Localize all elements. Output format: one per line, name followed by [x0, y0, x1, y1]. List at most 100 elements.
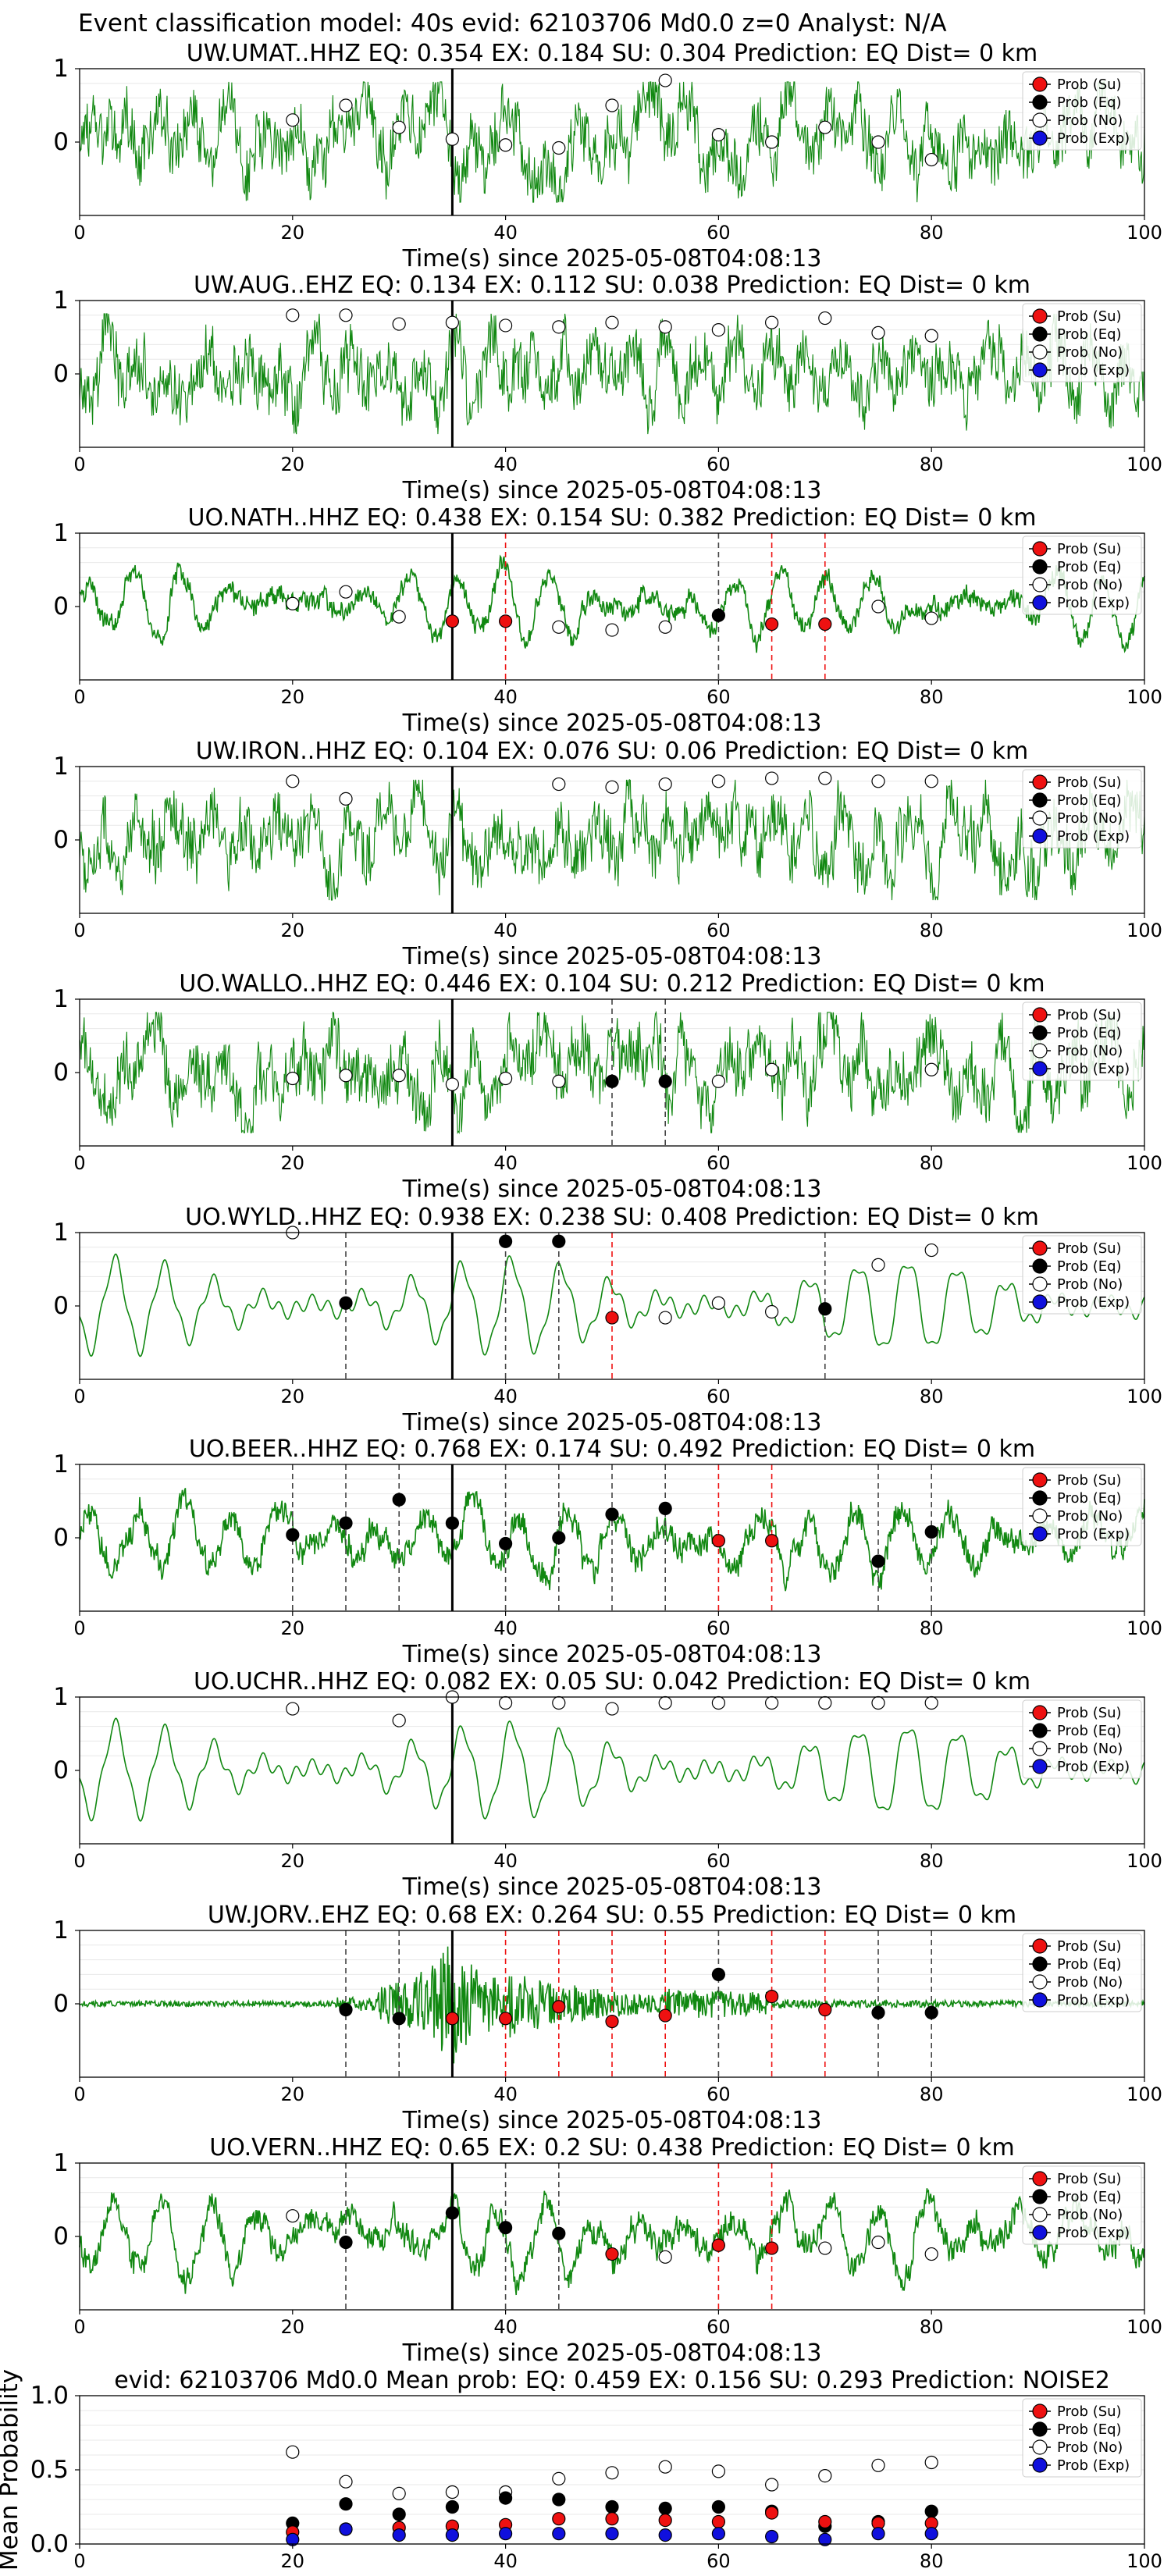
- x-tick-label: 40: [493, 1152, 518, 1174]
- x-tick-label: 0: [73, 1386, 85, 1407]
- prob-point-su: [764, 2241, 779, 2255]
- grid: [80, 83, 1144, 128]
- x-axis-label: Time(s) since 2025-05-08T04:08:13: [402, 1873, 822, 1901]
- x-tick-label: 20: [281, 1850, 305, 1872]
- x-axis-label: Time(s) since 2025-05-08T04:08:13: [402, 943, 822, 970]
- station-panel: UO.WYLD..HHZ EQ: 0.938 EX: 0.238 SU: 0.4…: [53, 1204, 1162, 1436]
- prob-point-no: [445, 132, 460, 146]
- legend-marker-eq: [1032, 1025, 1048, 1041]
- grid: [80, 1711, 1144, 1756]
- prob-point-eq: [552, 2226, 566, 2240]
- prob-point-eq: [445, 1516, 460, 1530]
- mean-point-exp: [552, 2527, 566, 2541]
- legend-marker-no: [1032, 1508, 1048, 1524]
- x-tick-label: 20: [281, 454, 305, 475]
- y-tick-label: 1: [53, 1683, 69, 1711]
- prob-point-no: [871, 1258, 885, 1272]
- legend-label-exp: Prob (Exp): [1057, 1526, 1130, 1542]
- mean-point-eq: [445, 2500, 460, 2514]
- waveform-trace: [79, 313, 1145, 435]
- mean-point-su: [818, 2514, 832, 2529]
- x-axis-label: Time(s) since 2025-05-08T04:08:13: [402, 1641, 822, 1668]
- prob-point-su: [658, 2008, 672, 2023]
- axes-frame: [79, 2162, 1145, 2311]
- legend-frame: [1022, 2398, 1142, 2478]
- legend-marker-exp: [1032, 595, 1048, 610]
- legend-label-exp: Prob (Exp): [1057, 2225, 1130, 2241]
- x-tick-label: 40: [493, 1850, 518, 1872]
- prob-point-no: [871, 1695, 885, 1710]
- x-tick-label: 100: [1127, 222, 1162, 244]
- prob-point-no: [711, 1074, 726, 1088]
- prob-point-no: [764, 1695, 779, 1710]
- panel-title: UO.WYLD..HHZ EQ: 0.938 EX: 0.238 SU: 0.4…: [185, 1204, 1039, 1231]
- legend-marker-exp: [1032, 130, 1048, 146]
- x-tick-label: 100: [1127, 1617, 1162, 1639]
- x-tick-label: 80: [920, 454, 944, 475]
- prob-point-su: [764, 1990, 779, 2004]
- x-axis-label: Time(s) since 2025-05-08T04:08:13: [402, 2339, 822, 2367]
- prob-point-no: [711, 1695, 726, 1710]
- legend-marker-eq: [1032, 94, 1048, 110]
- legend-marker-exp: [1032, 2225, 1048, 2240]
- prob-point-no: [924, 774, 938, 788]
- mean-point-exp: [764, 2529, 779, 2544]
- legend-label-exp: Prob (Exp): [1057, 130, 1130, 147]
- grid: [80, 2177, 1144, 2222]
- legend-label-exp: Prob (Exp): [1057, 362, 1130, 379]
- legend-marker-no: [1032, 2207, 1048, 2222]
- legend-label-su: Prob (Su): [1057, 308, 1122, 325]
- waveform-trace: [79, 554, 1145, 653]
- prob-point-no: [924, 1243, 938, 1258]
- prob-point-eq: [924, 2005, 938, 2019]
- legend-frame: [1022, 2165, 1142, 2245]
- station-panel: UW.AUG..EHZ EQ: 0.134 EX: 0.112 SU: 0.03…: [53, 272, 1162, 504]
- prob-point-no: [498, 1695, 513, 1710]
- mean-point-eq: [392, 2507, 406, 2521]
- legend-marker-eq: [1032, 792, 1048, 808]
- panel-title: UO.BEER..HHZ EQ: 0.768 EX: 0.174 SU: 0.4…: [189, 1436, 1035, 1463]
- prob-point-no: [286, 774, 300, 788]
- legend-marker-eq: [1032, 559, 1048, 575]
- mean-point-no: [392, 2486, 406, 2500]
- mean-point-exp: [658, 2528, 672, 2542]
- prob-point-eq: [552, 1531, 566, 1545]
- prob-point-eq: [871, 2005, 885, 2019]
- mean-point-no: [658, 2460, 672, 2474]
- legend-label-eq: Prob (Eq): [1057, 2189, 1122, 2205]
- prob-point-su: [818, 617, 832, 632]
- legend-marker-no: [1032, 1974, 1048, 1990]
- x-tick-label: 40: [493, 1617, 518, 1639]
- mean-point-eq: [498, 2491, 513, 2505]
- x-tick-label: 0: [73, 686, 85, 708]
- legend-marker-no: [1032, 1741, 1048, 1756]
- legend-label-su: Prob (Su): [1057, 1705, 1122, 1721]
- prob-point-su: [711, 1534, 726, 1548]
- x-tick-label: 40: [493, 920, 518, 941]
- legend-label-su: Prob (Su): [1057, 1007, 1122, 1023]
- panel-title: UW.JORV..EHZ EQ: 0.68 EX: 0.264 SU: 0.55…: [208, 1902, 1016, 1929]
- legend-frame: [1022, 1002, 1142, 1081]
- x-tick-label: 20: [281, 1386, 305, 1407]
- legend-label-su: Prob (Su): [1057, 1472, 1122, 1489]
- mean-point-exp: [924, 2527, 938, 2541]
- prob-point-no: [871, 2235, 885, 2250]
- prob-point-no: [658, 2250, 672, 2264]
- legend-marker-no: [1032, 112, 1048, 128]
- mean-point-no: [818, 2469, 832, 2483]
- x-tick-label: 100: [1127, 2316, 1162, 2338]
- x-axis-label: Time(s) since 2025-05-08T04:08:13: [402, 1409, 822, 1436]
- legend-label-no: Prob (No): [1057, 1741, 1123, 1757]
- y-tick-label: 1: [53, 1219, 69, 1247]
- legend-label-no: Prob (No): [1057, 2439, 1123, 2456]
- prob-point-no: [924, 611, 938, 625]
- x-tick-label: 80: [920, 2550, 944, 2572]
- prob-point-no: [445, 1077, 460, 1091]
- prob-point-eq: [445, 2206, 460, 2220]
- x-tick-label: 60: [707, 1152, 731, 1174]
- prob-point-no: [392, 317, 406, 331]
- legend-marker-su: [1032, 1240, 1048, 1256]
- x-tick-label: 60: [707, 2316, 731, 2338]
- legend-label-exp: Prob (Exp): [1057, 1992, 1130, 2008]
- legend-label-eq: Prob (Eq): [1057, 1490, 1122, 1507]
